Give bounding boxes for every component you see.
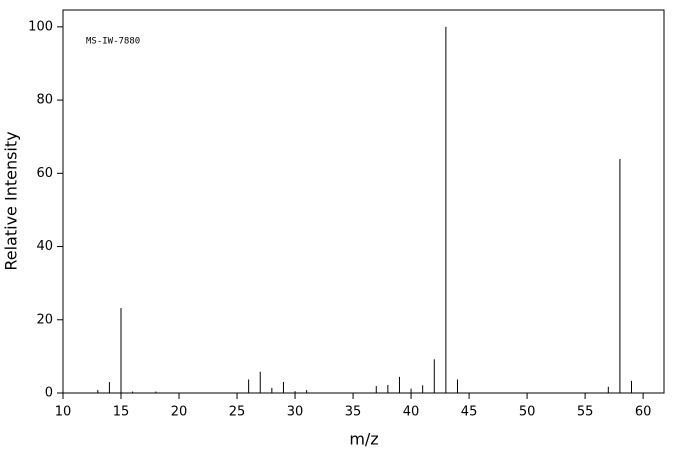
y-tick-label: 20 xyxy=(36,312,53,327)
y-tick-label: 80 xyxy=(36,93,53,108)
x-tick-label: 55 xyxy=(577,405,594,420)
x-axis-label: m/z xyxy=(349,430,378,449)
x-tick-label: 35 xyxy=(345,405,362,420)
y-tick-label: 0 xyxy=(45,386,53,401)
x-tick-label: 30 xyxy=(287,405,304,420)
y-axis-label: Relative Intensity xyxy=(2,131,21,270)
x-tick-label: 40 xyxy=(403,405,420,420)
annotation: MS-IW-7880 xyxy=(86,37,140,47)
x-tick-label: 50 xyxy=(519,405,536,420)
y-tick-label: 100 xyxy=(28,19,53,34)
x-tick-label: 25 xyxy=(229,405,246,420)
x-tick-label: 60 xyxy=(635,405,652,420)
x-tick-label: 20 xyxy=(171,405,188,420)
y-tick-label: 40 xyxy=(36,239,53,254)
x-tick-label: 15 xyxy=(113,405,130,420)
x-tick-label: 10 xyxy=(55,405,72,420)
y-tick-label: 60 xyxy=(36,166,53,181)
x-tick-label: 45 xyxy=(461,405,478,420)
plot-frame xyxy=(62,9,665,394)
